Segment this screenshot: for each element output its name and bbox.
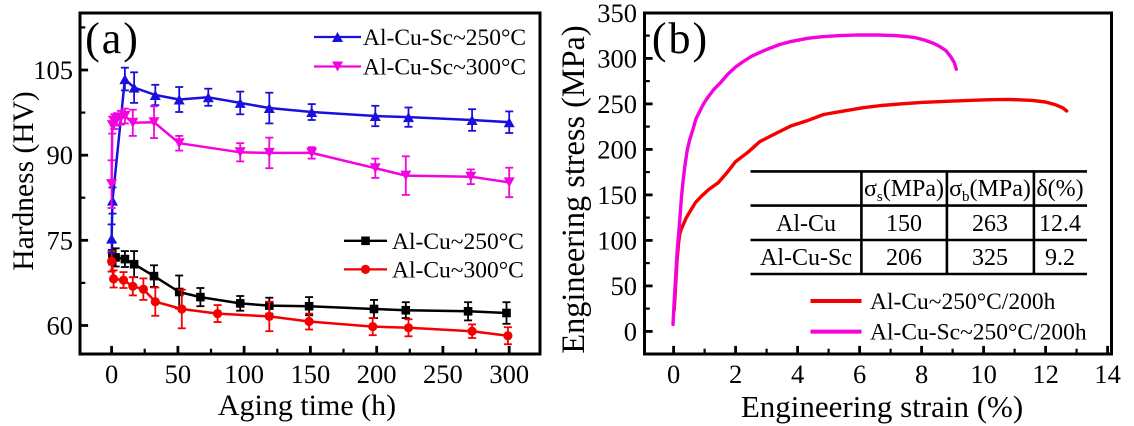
svg-text:100: 100 [597, 225, 637, 255]
svg-text:10: 10 [970, 359, 997, 389]
svg-text:150: 150 [886, 211, 922, 237]
svg-text:Al-Cu~250°C/200h: Al-Cu~250°C/200h [870, 289, 1056, 315]
svg-text:Engineering stress (MPa): Engineering stress (MPa) [555, 25, 591, 353]
svg-text:50: 50 [611, 271, 638, 301]
svg-text:Al-Cu-Sc~250°C: Al-Cu-Sc~250°C [363, 25, 526, 51]
svg-text:δ(%): δ(%) [1036, 176, 1083, 202]
svg-text:0: 0 [667, 359, 680, 389]
svg-text:2: 2 [729, 359, 742, 389]
svg-text:250: 250 [597, 89, 637, 119]
svg-text:σb(MPa): σb(MPa) [949, 176, 1031, 205]
svg-text:300: 300 [489, 359, 529, 389]
svg-text:50: 50 [165, 359, 192, 389]
svg-text:Engineering strain (%): Engineering strain (%) [741, 389, 1023, 424]
svg-text:0: 0 [624, 316, 637, 346]
svg-text:(b): (b) [652, 14, 709, 63]
svg-text:Hardness (HV): Hardness (HV) [8, 91, 40, 270]
svg-text:Aging time (h): Aging time (h) [218, 389, 396, 422]
svg-text:200: 200 [597, 134, 637, 164]
svg-text:Al-Cu-Sc~250°C/200h: Al-Cu-Sc~250°C/200h [870, 320, 1087, 346]
svg-text:Al-Cu: Al-Cu [776, 211, 836, 237]
svg-text:300: 300 [597, 43, 637, 73]
svg-text:12: 12 [1032, 359, 1059, 389]
svg-text:200: 200 [357, 359, 397, 389]
svg-text:100: 100 [224, 359, 264, 389]
svg-text:Al-Cu-Sc: Al-Cu-Sc [760, 245, 852, 271]
svg-text:σs(MPa): σs(MPa) [864, 176, 944, 205]
svg-text:9.2: 9.2 [1045, 245, 1075, 271]
svg-text:350: 350 [597, 0, 637, 28]
svg-text:4: 4 [791, 359, 804, 389]
svg-text:(a): (a) [85, 14, 140, 63]
svg-text:Al-Cu~300°C: Al-Cu~300°C [392, 257, 524, 283]
svg-text:14: 14 [1094, 359, 1121, 389]
svg-text:8: 8 [915, 359, 928, 389]
svg-text:263: 263 [972, 211, 1008, 237]
svg-text:Al-Cu-Sc~300°C: Al-Cu-Sc~300°C [363, 55, 526, 81]
svg-text:12.4: 12.4 [1039, 211, 1081, 237]
svg-text:75: 75 [47, 225, 74, 255]
svg-text:105: 105 [33, 55, 73, 85]
svg-text:90: 90 [47, 140, 74, 170]
svg-text:6: 6 [853, 359, 866, 389]
svg-text:150: 150 [597, 180, 637, 210]
svg-text:206: 206 [886, 245, 922, 271]
svg-text:150: 150 [291, 359, 331, 389]
svg-text:Al-Cu~250°C: Al-Cu~250°C [392, 229, 524, 255]
svg-text:325: 325 [972, 245, 1008, 271]
svg-text:0: 0 [105, 359, 118, 389]
svg-text:60: 60 [47, 311, 74, 341]
svg-text:250: 250 [423, 359, 463, 389]
